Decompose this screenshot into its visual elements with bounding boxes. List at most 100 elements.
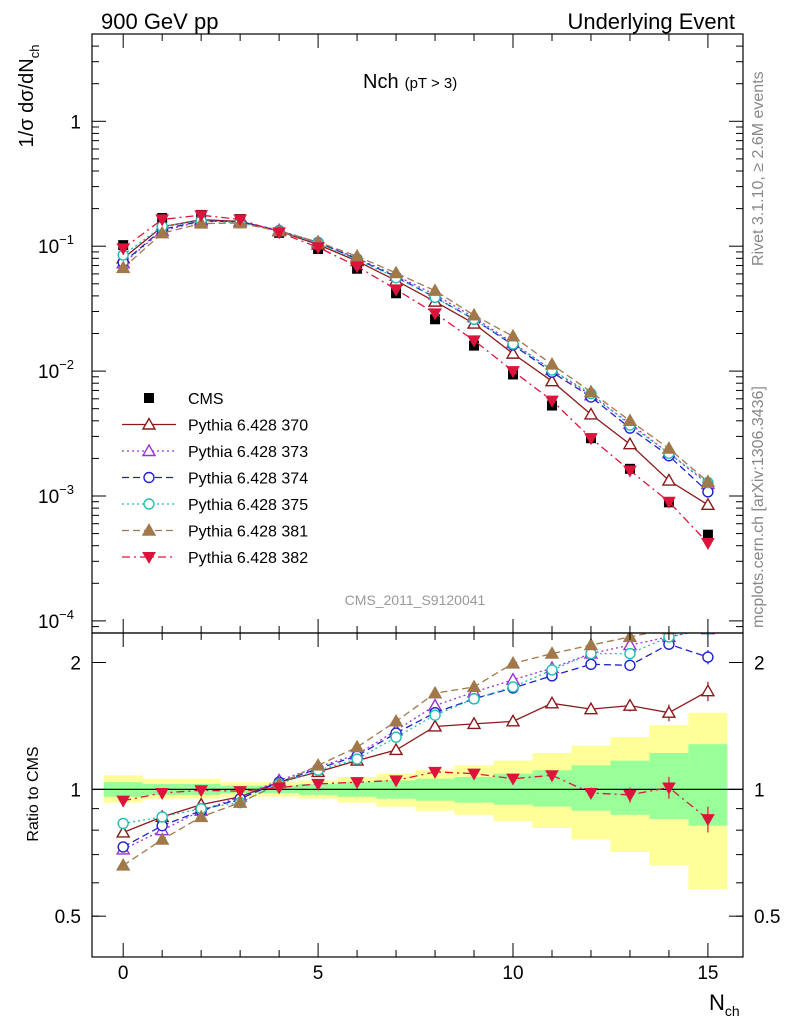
- legend-item-p374: Pythia 6.428 374: [122, 471, 308, 488]
- ratio-point-p370: [427, 719, 443, 732]
- y-tick-label: 10−1: [38, 232, 74, 258]
- ratio-point-p382: [662, 782, 676, 795]
- ratio-point-p381: [466, 679, 482, 693]
- ratio-point-p375: [624, 647, 636, 660]
- ratio-point-p375: [156, 811, 168, 823]
- ratio-point-p375: [117, 817, 129, 830]
- legend-item-p373: Pythia 6.428 373: [122, 443, 308, 461]
- data-point-p381: [115, 260, 131, 274]
- legend-label: Pythia 6.428 381: [188, 524, 308, 541]
- ratio-series-p382: [116, 766, 715, 833]
- data-point-p381: [466, 307, 482, 321]
- legend-label: Pythia 6.428 375: [188, 497, 308, 514]
- svg-text:Nch: Nch: [709, 990, 740, 1019]
- ratio-point-p374: [585, 658, 597, 671]
- ratio-point-p381: [349, 739, 365, 753]
- data-point-p381: [661, 441, 677, 454]
- ratio-point-p381: [115, 857, 131, 871]
- series-p382: [116, 210, 715, 551]
- ratio-point-p381: [505, 656, 521, 669]
- ratio-point-p382: [701, 814, 715, 827]
- data-point-p381: [700, 474, 716, 487]
- ratio-point-p370: [544, 695, 560, 709]
- ratio-point-p370: [466, 716, 482, 730]
- ratio-point-p374: [117, 841, 129, 853]
- legend-marker: [143, 471, 155, 484]
- plot-frame: [91, 632, 744, 958]
- ratio-point-p374: [624, 659, 636, 671]
- data-point-p370: [505, 346, 521, 359]
- x-tick-label: 0: [118, 963, 129, 984]
- ratio-point-p382: [584, 788, 598, 801]
- ratio-series: [115, 633, 716, 871]
- data-point-p382: [428, 308, 442, 321]
- x-tick-label: 10: [502, 963, 523, 984]
- y-tick-label: 10−2: [38, 357, 74, 383]
- legend-marker: [141, 443, 157, 457]
- data-point-p370: [661, 473, 677, 486]
- data-point-p370: [622, 436, 638, 450]
- ratio-y-tick-label: 1: [70, 780, 81, 801]
- legend-label: Pythia 6.428 373: [188, 444, 308, 461]
- mcplots-label: mcplots.cern.ch [arXiv:1306.3436]: [750, 386, 767, 628]
- ratio-point-p375: [507, 681, 519, 693]
- data-point-p382: [233, 214, 247, 227]
- ratio-point-p375: [546, 664, 558, 676]
- series-line-p381: [122, 222, 709, 483]
- legend-marker: [144, 393, 154, 403]
- series-line-p374: [122, 220, 709, 493]
- legend-item-p370: Pythia 6.428 370: [122, 417, 308, 435]
- series-line-p370: [122, 219, 709, 506]
- legend-item-p375: Pythia 6.428 375: [122, 497, 308, 514]
- data-point-p370: [583, 407, 599, 420]
- plot-title: Nch (pT > 3): [363, 71, 457, 93]
- ratio-point-p382: [233, 786, 247, 799]
- ratio-point-p370: [388, 742, 404, 756]
- ratio-point-p370: [115, 825, 131, 838]
- y-tick-label: 1: [70, 112, 81, 133]
- legend-item-p382: Pythia 6.428 382: [122, 550, 308, 567]
- ratio-y-tick-label-right: 0.5: [754, 907, 780, 928]
- ratio-point-p382: [467, 768, 481, 781]
- ratio-point-p370: [622, 698, 638, 711]
- main-plot-panel: 1 10−1 10−2 10−3 10−4: [38, 33, 744, 634]
- data-point-p381: [505, 328, 521, 342]
- ratio-point-p381: [154, 832, 170, 845]
- ratio-y-tick-label-right: 2: [754, 654, 765, 675]
- ratio-plot-panel: 0.5 0.5 1 1 2 2 0 5 10 15: [55, 632, 780, 984]
- series-cms: [118, 209, 713, 540]
- legend-item-cms: CMS: [144, 391, 224, 408]
- ratio-point-p375: [390, 731, 402, 743]
- legend-marker: [141, 523, 157, 536]
- legend-label: Pythia 6.428 374: [188, 471, 308, 488]
- data-point-p381: [544, 357, 560, 370]
- ratio-point-p382: [311, 778, 325, 791]
- ratio-line-p370: [122, 690, 709, 834]
- ratio-y-tick-label-right: 1: [754, 780, 765, 801]
- data-point-p382: [506, 366, 520, 379]
- ratio-point-p382: [194, 785, 209, 798]
- plot-frame: [91, 33, 744, 634]
- svg-text:mcplots.cern.ch [arXiv:1306.34: mcplots.cern.ch [arXiv:1306.3436]: [750, 386, 767, 628]
- data-point-p382: [701, 538, 715, 551]
- ratio-line-p381: [122, 633, 653, 866]
- ratio-point-p382: [506, 773, 520, 786]
- analysis-watermark: CMS_2011_S9120041: [345, 592, 486, 608]
- ratio-point-p381: [427, 685, 443, 699]
- ratio-point-p382: [545, 770, 559, 783]
- data-point-p382: [116, 243, 131, 256]
- data-point-p381: [622, 413, 638, 427]
- ratio-point-p381: [310, 757, 326, 771]
- data-point-p382: [194, 210, 209, 223]
- data-point-p381: [427, 283, 443, 296]
- ratio-point-p375: [351, 753, 363, 765]
- ratio-point-p382: [272, 782, 286, 795]
- data-point-p382: [467, 335, 481, 348]
- data-point-p382: [272, 227, 286, 240]
- y-tick-label: 10−4: [38, 607, 74, 633]
- svg-text:Ratio to CMS: Ratio to CMS: [25, 746, 42, 841]
- ratio-point-p375: [429, 709, 441, 721]
- data-point-p382: [311, 242, 325, 255]
- data-point-p382: [623, 465, 637, 478]
- data-point-p381: [349, 248, 365, 262]
